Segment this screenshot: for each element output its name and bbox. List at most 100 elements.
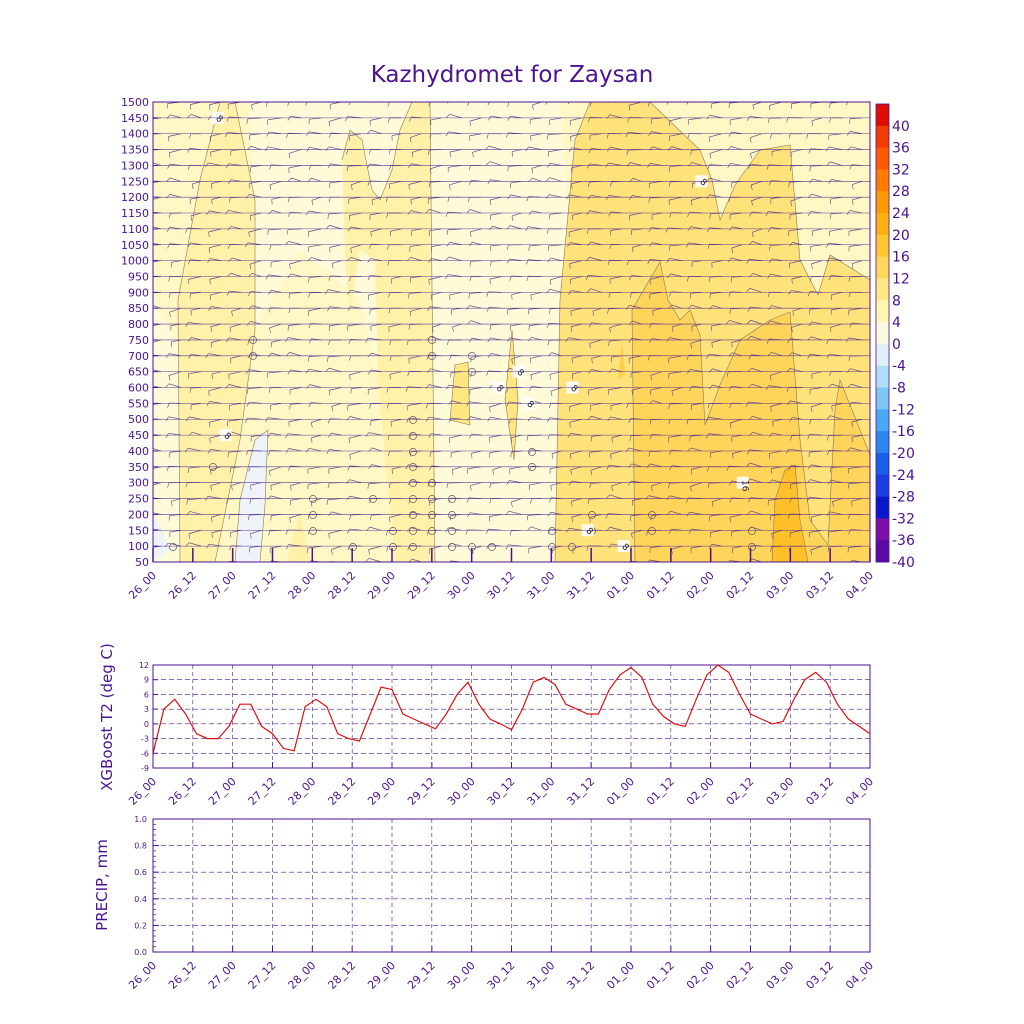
wind-barb [709, 514, 722, 517]
wind-barb [219, 561, 222, 562]
wind-barb-feather [248, 466, 251, 472]
wind-barb-feather [389, 517, 391, 523]
wind-barb-feather [489, 483, 491, 489]
wind-barb-feather [527, 309, 530, 315]
wind-barb [308, 210, 322, 214]
wind-barb-feather [570, 326, 573, 332]
wind-barb-feather [447, 197, 450, 203]
wind-barb [849, 210, 863, 214]
wind-barb-feather [265, 274, 269, 280]
wind-barb [210, 482, 222, 486]
wind-barb [329, 323, 342, 327]
wind-barb-feather [231, 485, 233, 491]
wind-barb [690, 339, 702, 344]
wind-barb-feather [551, 453, 554, 459]
wind-barb-feather [506, 309, 509, 315]
wind-barb [571, 355, 582, 359]
colorbar-swatch [876, 518, 889, 541]
wind-barb-feather [308, 338, 312, 344]
colorbar-swatch [876, 431, 889, 454]
wind-barb-feather [267, 229, 269, 235]
wind-barb-feather [467, 197, 470, 203]
wind-barb [569, 260, 582, 264]
wind-barb-feather [849, 401, 853, 407]
wind-barb-feather [548, 403, 551, 409]
wind-barb [231, 307, 242, 312]
wind-barb-feather [269, 327, 271, 333]
heatmap-time-tick-label: 31_12 [564, 569, 597, 602]
wind-barb [709, 149, 722, 154]
wind-barb [788, 228, 802, 232]
wind-barb [270, 482, 282, 486]
wind-barb [608, 162, 622, 166]
wind-barb [449, 180, 462, 186]
wind-barb [812, 228, 823, 232]
wind-barb [568, 337, 582, 341]
wind-barb [531, 336, 542, 341]
wind-barb [671, 387, 682, 392]
wind-barb-feather [311, 437, 313, 443]
wind-barb-feather [627, 117, 630, 123]
wind-barb-feather [327, 482, 330, 488]
wind-barb [208, 387, 222, 392]
wind-barb-feather [626, 403, 629, 409]
wind-barb-feather [445, 384, 450, 390]
wind-barb [651, 482, 662, 487]
wind-barb [309, 384, 322, 388]
wind-barb-feather [390, 565, 391, 570]
colorbar-swatch [876, 387, 889, 410]
wind-barb [228, 163, 242, 166]
wind-barb [608, 387, 622, 391]
precip-tick-label: 0.0 [134, 948, 147, 957]
wind-barb-feather [249, 498, 252, 504]
wind-barb-feather [288, 293, 290, 299]
wind-barb-feather [789, 165, 792, 171]
wind-barb [569, 403, 582, 408]
wind-barb-feather [608, 341, 610, 347]
wind-barb-feather [230, 150, 232, 156]
wind-barb-feather [370, 231, 372, 237]
wind-barb [591, 415, 602, 420]
wind-barb [830, 415, 843, 420]
wind-barb-feather [287, 197, 290, 203]
precip-time-tick-label: 01_12 [644, 959, 677, 992]
wind-barb [190, 307, 202, 311]
wind-barb [510, 194, 522, 198]
wind-barb-feather [767, 118, 770, 124]
wind-barb-feather [350, 184, 353, 190]
colorbar-swatch [876, 300, 889, 323]
wind-barb [511, 292, 522, 296]
wind-barb-feather [830, 295, 833, 301]
wind-barb-feather [810, 406, 813, 412]
wind-barb [691, 466, 702, 470]
wind-barb [168, 432, 182, 436]
heatmap-time-tick-label: 02_00 [684, 569, 717, 602]
wind-barb [551, 545, 562, 549]
wind-barb [548, 149, 562, 152]
wind-barb-feather [448, 438, 450, 444]
wind-barb [671, 146, 682, 150]
wind-barb [512, 149, 522, 153]
wind-barb [208, 353, 222, 357]
wind-barb-feather [346, 166, 349, 172]
wind-barb-feather [569, 566, 570, 571]
wind-barb [250, 145, 262, 150]
wind-barb-feather [507, 102, 510, 107]
wind-barb-feather [711, 342, 713, 348]
wind-barb-feather [569, 120, 571, 126]
wind-barb-feather [347, 306, 351, 312]
wind-barb [328, 146, 342, 150]
wind-barb-feather [547, 529, 551, 534]
wind-barb-feather [407, 210, 411, 215]
wind-barb-feather [510, 451, 512, 458]
wind-barb [448, 131, 462, 135]
wind-barb [751, 383, 762, 388]
wind-barb-feather [486, 133, 489, 139]
wind-barb [811, 514, 823, 518]
wind-barb-feather [210, 152, 212, 158]
wind-barb-feather [231, 311, 233, 317]
wind-barb [590, 288, 602, 293]
wind-barb [288, 418, 302, 423]
wind-barb-feather [489, 498, 492, 504]
